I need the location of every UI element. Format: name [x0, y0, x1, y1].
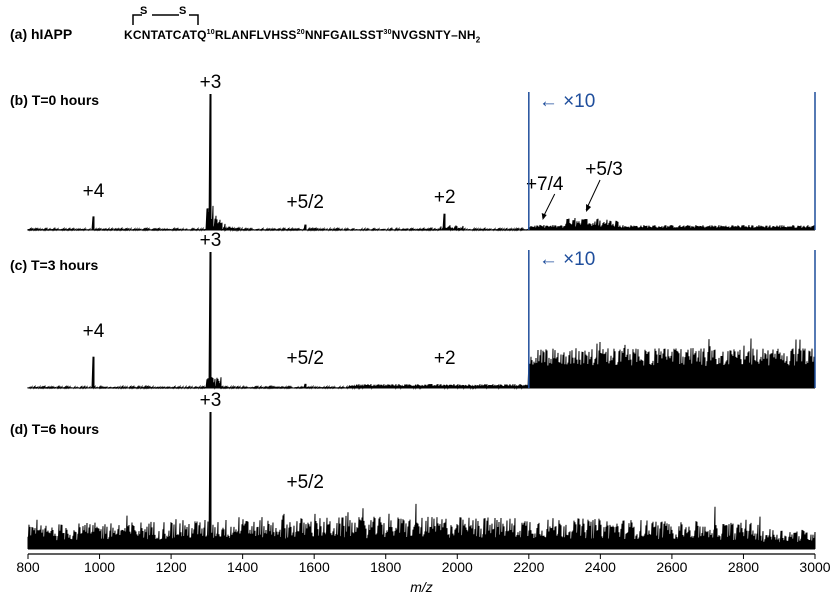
- zoom-label-c: ← ×10: [539, 249, 596, 270]
- peak-label-b-4: +7/4: [526, 174, 564, 195]
- peak-label-c-1: +3: [200, 230, 222, 251]
- peak-label-b-1: +3: [200, 72, 222, 93]
- spectrum-d: [27, 411, 816, 550]
- sequence-mark-30: 30: [383, 29, 392, 36]
- panel-title-c: (c) T=3 hours: [10, 257, 99, 273]
- disulfide-bridge-lines: [132, 14, 199, 25]
- panel-title-d: (d) T=6 hours: [10, 421, 99, 437]
- peak-label-c-2: +5/2: [286, 348, 324, 369]
- sequence-part-2: RLANFLVHSS: [214, 28, 297, 42]
- sequence-subscript: 2: [475, 35, 481, 45]
- sequence-part-3: NNFGAILSST: [304, 28, 384, 42]
- x-tick-label-3000: 3000: [799, 559, 830, 575]
- peak-label-d-0: +3: [200, 390, 222, 411]
- sequence-mark-20: 20: [296, 29, 305, 36]
- peak-label-b-2: +5/2: [286, 192, 324, 213]
- peak-label-c-0: +4: [83, 321, 105, 342]
- x-tick-label-1200: 1200: [156, 559, 187, 575]
- x-tick-label-800: 800: [16, 559, 40, 575]
- sequence-label: (a) hIAPP: [10, 26, 73, 42]
- disulfide-sulfur-2: S: [179, 5, 187, 17]
- sequence-part-4: NVGSNTY–NH: [391, 28, 476, 42]
- peak-arrowhead-b-4: [541, 213, 547, 220]
- zoom-label-b: ← ×10: [539, 91, 596, 112]
- disulfide-bridge: S S: [130, 5, 216, 25]
- x-tick-label-2200: 2200: [513, 559, 544, 575]
- peak-label-c-3: +2: [434, 348, 456, 369]
- spectrum-c: [27, 251, 816, 390]
- x-tick-label-1000: 1000: [84, 559, 115, 575]
- x-tick-label-1400: 1400: [227, 559, 258, 575]
- x-tick-label-2800: 2800: [728, 559, 759, 575]
- peak-label-b-5: +5/3: [585, 159, 623, 180]
- peak-label-b-3: +2: [434, 187, 456, 208]
- sequence-text: KCNTATCATQ10RLANFLVHSS20NNFGAILSST30NVGS…: [124, 28, 480, 44]
- panel-title-b: (b) T=0 hours: [10, 92, 99, 108]
- x-tick-label-1600: 1600: [299, 559, 330, 575]
- sequence-mark-10: 10: [206, 29, 215, 36]
- disulfide-sulfur-1: S: [140, 5, 148, 17]
- peak-arrow-b-4: [542, 193, 556, 219]
- x-axis-label: m/z: [410, 579, 433, 595]
- peak-label-d-1: +5/2: [286, 472, 324, 493]
- peak-label-b-0: +4: [83, 181, 105, 202]
- x-tick-label-2600: 2600: [656, 559, 687, 575]
- sequence-part-1: KCNTATCATQ: [124, 28, 207, 42]
- x-tick-label-2400: 2400: [585, 559, 616, 575]
- peak-arrowhead-b-5: [586, 204, 592, 212]
- x-tick-label-1800: 1800: [370, 559, 401, 575]
- spectrum-b: [27, 93, 816, 232]
- peak-arrow-b-5: [585, 179, 601, 211]
- x-tick-label-2000: 2000: [442, 559, 473, 575]
